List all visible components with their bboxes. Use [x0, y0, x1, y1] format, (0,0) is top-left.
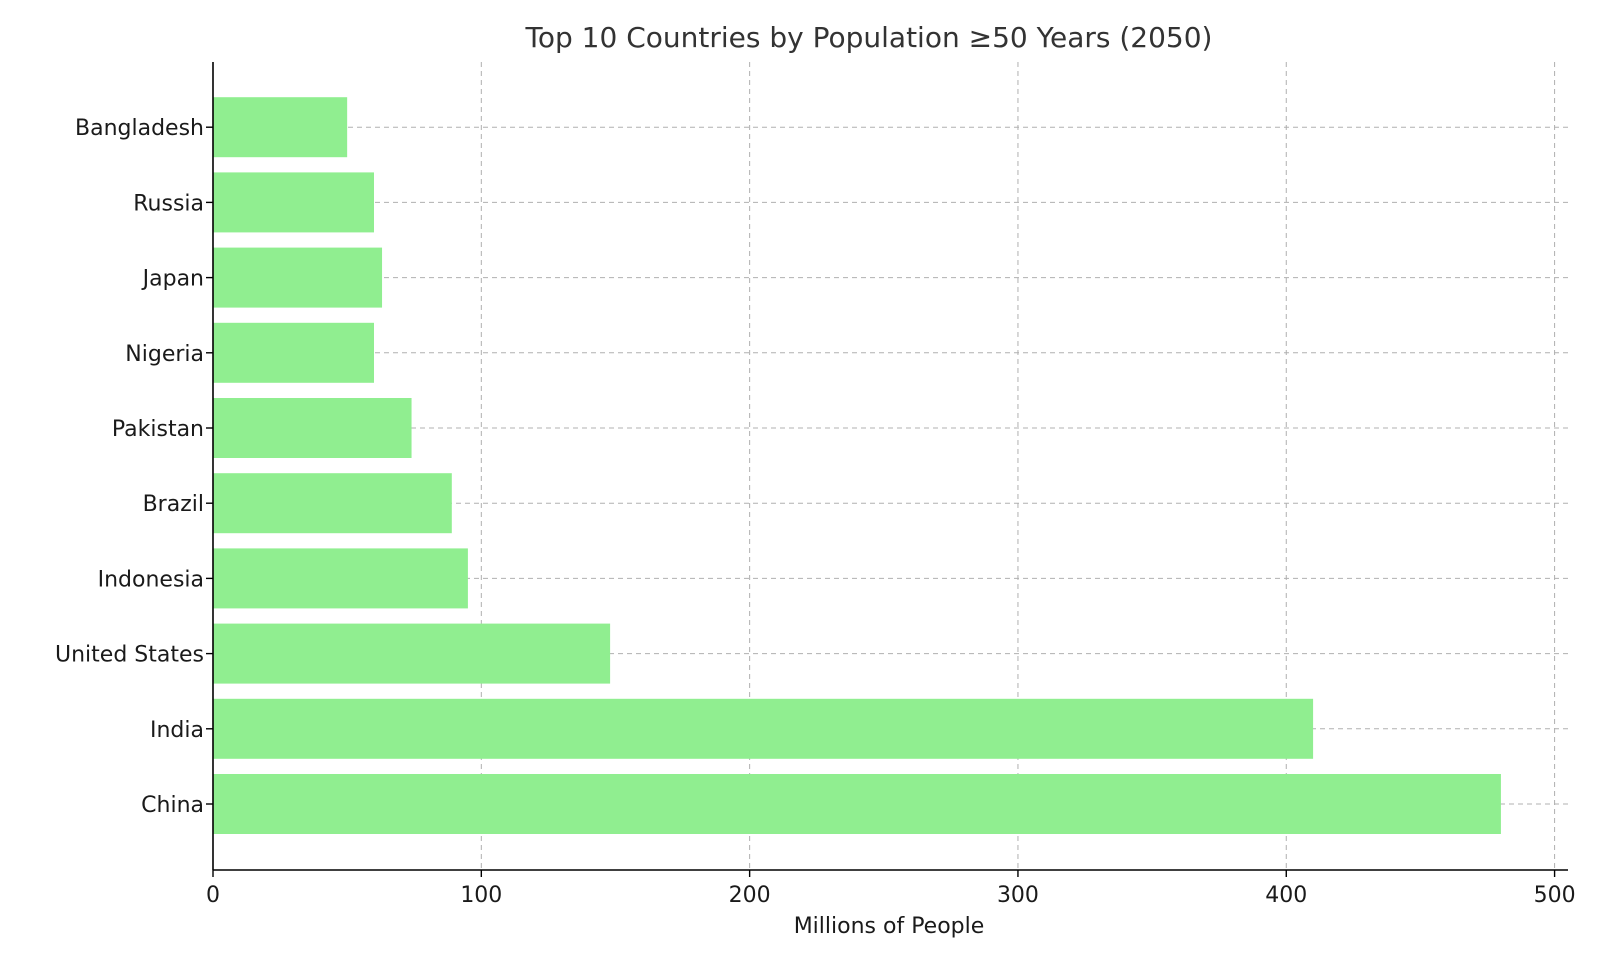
bar-united-states [213, 623, 611, 684]
bar-bangladesh [213, 97, 348, 158]
bar-russia [213, 172, 374, 233]
y-tick-label: Bangladesh [75, 116, 204, 141]
bar-japan [213, 247, 383, 308]
y-tick-label: China [141, 793, 204, 818]
axes [212, 62, 1568, 871]
x-tick-label: 200 [729, 883, 771, 908]
y-tick-label: Pakistan [112, 417, 204, 442]
x-tick-label: 300 [997, 883, 1039, 908]
y-tick-label: Nigeria [125, 342, 204, 367]
y-tick-label: India [150, 718, 204, 743]
x-ticks: 0 100 200 300 400 500 [206, 870, 1576, 908]
y-tick-label: Indonesia [98, 567, 204, 592]
x-tick-label: 100 [460, 883, 502, 908]
y-ticks: China India United States Indonesia Brazil Pa… [55, 116, 213, 818]
bar-china [213, 774, 1501, 834]
y-tick-label: Russia [133, 191, 204, 216]
bars [213, 97, 1501, 834]
x-tick-label: 500 [1534, 883, 1576, 908]
y-tick-label: Brazil [143, 492, 204, 517]
x-tick-label: 400 [1265, 883, 1307, 908]
bar-nigeria [213, 322, 374, 383]
y-tick-label: Japan [141, 267, 204, 292]
y-tick-label: United States [55, 643, 204, 668]
bar-brazil [213, 473, 452, 534]
bar-indonesia [213, 548, 468, 609]
chart-title: Top 10 Countries by Population ≥50 Years… [525, 21, 1213, 54]
x-tick-label: 0 [206, 883, 220, 908]
bar-india [213, 698, 1314, 759]
x-axis-label: Millions of People [794, 914, 985, 939]
bar-pakistan [213, 398, 412, 458]
